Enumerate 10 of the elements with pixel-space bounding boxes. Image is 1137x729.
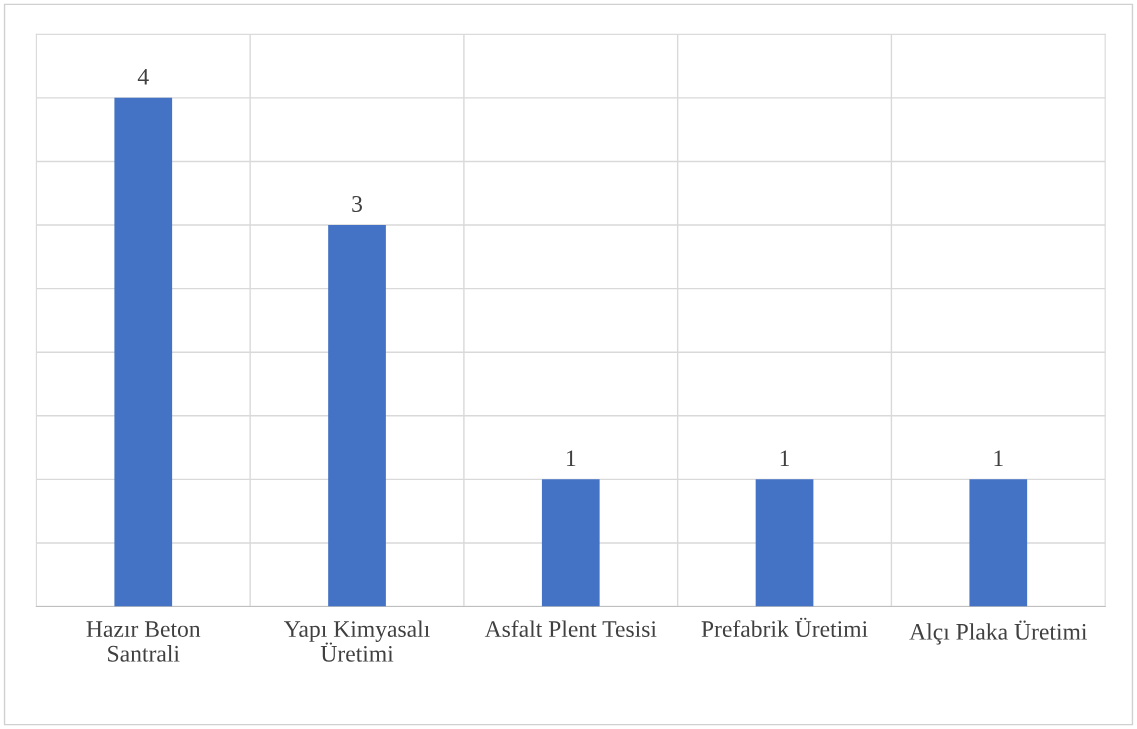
x-tick-label: Prefabrik Üretimi — [701, 617, 868, 638]
x-tick-label: Hazır Beton Santrali — [86, 621, 201, 662]
x-tick-label: Asfalt Plent Tesisi — [484, 620, 657, 638]
data-label: 1 — [780, 450, 790, 466]
data-label: 3 — [352, 196, 362, 212]
data-label: 1 — [994, 450, 1003, 466]
x-tick-label: Yapı Kimyasalı Üretimi — [284, 620, 430, 662]
data-label: 4 — [137, 68, 149, 85]
x-tick-label: Alçı Plaka Üretimi — [909, 620, 1088, 645]
data-label: 1 — [566, 450, 576, 466]
